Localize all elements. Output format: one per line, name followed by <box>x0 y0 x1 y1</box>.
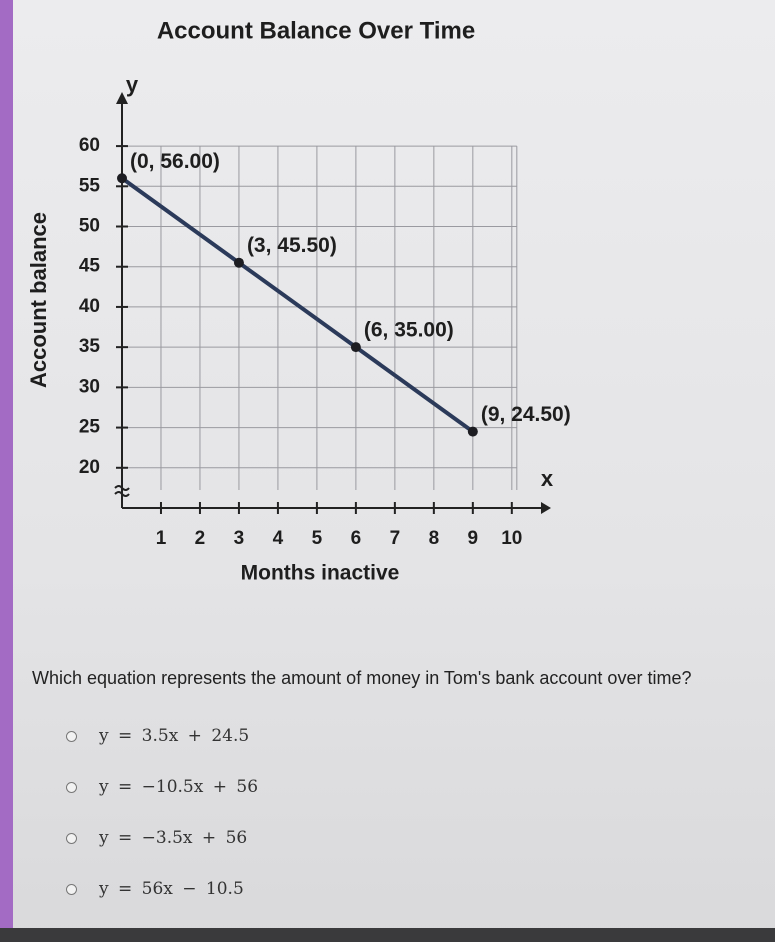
y-tick-label: 50 <box>79 216 100 237</box>
x-tick-label: 8 <box>429 528 440 549</box>
data-point <box>117 173 127 184</box>
radio-button[interactable] <box>66 832 77 844</box>
x-tick-label: 3 <box>234 528 245 549</box>
data-line <box>120 176 475 434</box>
answer-option[interactable]: y = −10.5x + 56 <box>66 775 258 799</box>
x-tick-label: 5 <box>312 528 323 549</box>
answer-option[interactable]: y = 56x − 10.5 <box>66 877 244 901</box>
point-label: (6, 35.00) <box>364 319 454 342</box>
data-point <box>350 342 361 353</box>
y-tick-label: 40 <box>79 296 100 317</box>
y-axis-name: y <box>126 72 139 97</box>
chart: Account Balance Over Time Account balanc… <box>26 17 571 585</box>
x-tick-label: 9 <box>468 528 479 549</box>
bottom-bar <box>0 928 775 942</box>
y-axis-label: Account balance <box>26 212 51 388</box>
radio-button[interactable] <box>66 781 77 793</box>
y-tick-label: 45 <box>79 256 101 277</box>
y-tick-label: 20 <box>79 457 100 478</box>
radio-button[interactable] <box>66 883 77 895</box>
y-tick-label: 55 <box>79 175 101 196</box>
x-tick-label: 1 <box>156 528 167 549</box>
radio-button[interactable] <box>66 730 77 742</box>
option-text: y = 56x − 10.5 <box>99 879 244 899</box>
y-tick-label: 30 <box>79 376 100 397</box>
y-axis-arrow <box>116 92 128 104</box>
chart-title: Account Balance Over Time <box>157 17 475 44</box>
x-tick-label: 6 <box>351 528 362 549</box>
x-tick-label: 2 <box>195 528 206 549</box>
x-axis-name: x <box>541 466 554 491</box>
point-label: (0, 56.00) <box>130 150 220 173</box>
option-text: y = 3.5x + 24.5 <box>99 726 250 746</box>
data-point <box>467 426 478 437</box>
x-axis-label: Months inactive <box>241 562 400 585</box>
option-text: y = −3.5x + 56 <box>99 828 248 848</box>
option-text: y = −10.5x + 56 <box>99 777 259 797</box>
x-tick-label: 7 <box>390 528 401 549</box>
side-bar <box>0 0 13 942</box>
data-point <box>233 257 244 268</box>
axis-break <box>114 485 130 497</box>
x-tick-label: 4 <box>273 528 284 549</box>
x-axis-arrow <box>541 502 551 514</box>
point-label: (3, 45.50) <box>247 234 337 257</box>
y-tick-label: 35 <box>79 336 101 357</box>
point-label: (9, 24.50) <box>481 403 571 426</box>
question: Which equation represents the amount of … <box>32 668 692 688</box>
answer-option[interactable]: y = 3.5x + 24.5 <box>66 724 249 748</box>
y-tick-label: 60 <box>79 135 100 156</box>
y-tick-label: 25 <box>79 417 101 438</box>
answer-option[interactable]: y = −3.5x + 56 <box>66 826 247 850</box>
x-tick-label: 10 <box>501 528 522 549</box>
